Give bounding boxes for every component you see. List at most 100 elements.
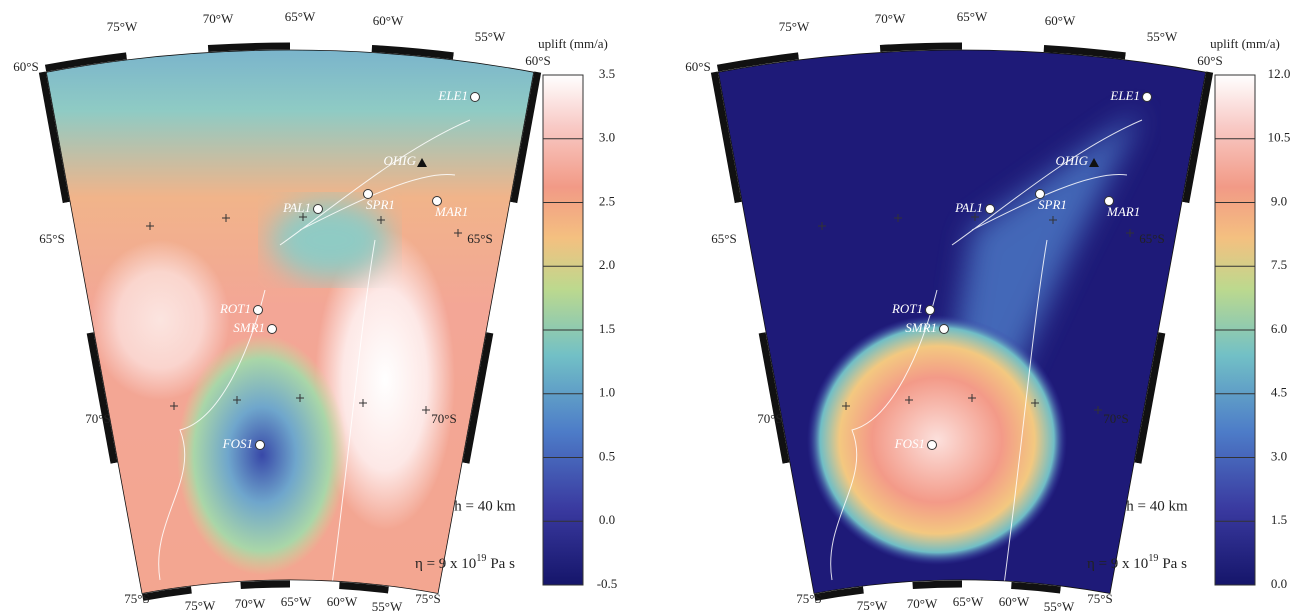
colorbar-tick-label: 4.5 (1271, 385, 1287, 400)
station-label: FOS1 (894, 436, 925, 451)
annotation: h = 40 km (1126, 498, 1188, 514)
longitude-label: 75°W (107, 19, 138, 34)
colorbar-tick-label: 3.5 (599, 66, 615, 81)
colorbar-tick-label: 3.0 (1271, 448, 1287, 463)
annotation-exponent: 19 (476, 553, 486, 564)
colorbar-tick-label: 10.5 (1268, 130, 1291, 145)
station-label: SPR1 (366, 197, 395, 212)
colorbar-tick-label: 1.5 (599, 321, 615, 336)
frame-segment (1011, 585, 1060, 589)
colorbar-tick-label: 6.0 (1271, 321, 1287, 336)
latitude-label: 60°S (1197, 53, 1222, 68)
colorbar-tick-label: 7.5 (1271, 257, 1287, 272)
longitude-label: 70°W (907, 596, 938, 611)
map-field (0, 0, 600, 616)
colorbar-tick-label: 0.0 (599, 512, 615, 527)
station-marker (926, 306, 935, 315)
station-marker (940, 325, 949, 334)
longitude-label: 55°W (475, 29, 506, 44)
latitude-label: 75°S (796, 591, 821, 606)
latitude-label: 75°S (415, 591, 440, 606)
frame-segment (962, 46, 1044, 48)
station-marker (928, 441, 937, 450)
colorbar-tick-label: 1.0 (599, 385, 615, 400)
latitude-label: 75°S (1087, 591, 1112, 606)
colorbar-tick-label: 1.5 (1271, 512, 1287, 527)
station-marker (1143, 93, 1152, 102)
station-label: PAL1 (282, 200, 311, 215)
station-marker (471, 93, 480, 102)
station-marker (256, 441, 265, 450)
station-label: OHIG (1056, 153, 1089, 168)
frame-segment (290, 46, 372, 48)
latitude-label: 60°S (685, 59, 710, 74)
station-marker (254, 306, 263, 315)
latitude-label: 65°S (467, 231, 492, 246)
station-label: OHIG (384, 153, 417, 168)
longitude-label: 55°W (1044, 599, 1075, 614)
latitude-label: 65°S (39, 231, 64, 246)
station-label: MAR1 (434, 204, 468, 219)
longitude-label: 75°W (779, 19, 810, 34)
station-marker (986, 205, 995, 214)
annotation-text: η = 9 x 10 (1087, 556, 1148, 572)
longitude-label: 55°W (1147, 29, 1178, 44)
annotation-text: Pa s (1162, 556, 1187, 572)
frame-segment (208, 46, 290, 48)
annotation-text: Pa s (490, 556, 515, 572)
station-label: PAL1 (954, 200, 983, 215)
longitude-label: 65°W (957, 9, 988, 24)
longitude-label: 70°W (875, 11, 906, 26)
frame-segment (880, 46, 962, 48)
station-marker (268, 325, 277, 334)
longitude-label: 70°W (203, 11, 234, 26)
latitude-label: 70°S (1103, 411, 1128, 426)
longitude-label: 70°W (235, 596, 266, 611)
latitude-label: 65°S (711, 231, 736, 246)
field-high (807, 315, 1067, 565)
field-low (177, 335, 347, 575)
frame-segment (241, 584, 290, 585)
colorbar-title: uplift (mm/a) (1210, 36, 1280, 51)
latitude-label: 70°S (757, 411, 782, 426)
annotation: h = 40 km (454, 498, 516, 514)
longitude-label: 65°W (281, 594, 312, 609)
longitude-label: 55°W (372, 599, 403, 614)
longitude-label: 65°W (953, 594, 984, 609)
colorbar-title: uplift (mm/a) (538, 36, 608, 51)
station-label: FOS1 (222, 436, 253, 451)
latitude-label: 75°S (124, 591, 149, 606)
colorbar-tick-label: 9.0 (1271, 193, 1287, 208)
frame-segment (962, 584, 1011, 585)
colorbar-tick-label: 12.0 (1268, 66, 1291, 81)
annotation-text: η = 9 x 10 (415, 556, 476, 572)
frame-segment (863, 585, 912, 589)
colorbar-tick-label: 3.0 (599, 130, 615, 145)
longitude-label: 60°W (1045, 13, 1076, 28)
station-label: ROT1 (891, 301, 923, 316)
frame-segment (191, 585, 240, 589)
station-marker (314, 205, 323, 214)
annotation: η = 9 x 1019 Pa s (1087, 553, 1187, 572)
map-field (672, 0, 1272, 616)
colorbar-tick-label: 2.5 (599, 193, 615, 208)
station-label: ROT1 (219, 301, 251, 316)
latitude-label: 70°S (85, 411, 110, 426)
latitude-label: 65°S (1139, 231, 1164, 246)
frame-segment (913, 584, 962, 585)
annotation-exponent: 19 (1148, 553, 1158, 564)
latitude-label: 60°S (13, 59, 38, 74)
station-label: SMR1 (905, 320, 937, 335)
longitude-label: 60°W (327, 594, 358, 609)
frame-segment (290, 584, 339, 585)
longitude-label: 60°W (999, 594, 1030, 609)
colorbar-tick-label: 2.0 (599, 257, 615, 272)
frame-segment (339, 585, 388, 589)
longitude-label: 60°W (373, 13, 404, 28)
longitude-label: 65°W (285, 9, 316, 24)
figure: 75°W 70°W 65°W 60°W 55°W 75°W 70°W 65°W 60°W 55°W… (0, 0, 1307, 616)
latitude-label: 70°S (431, 411, 456, 426)
colorbar-tick-label: -0.5 (597, 576, 618, 591)
